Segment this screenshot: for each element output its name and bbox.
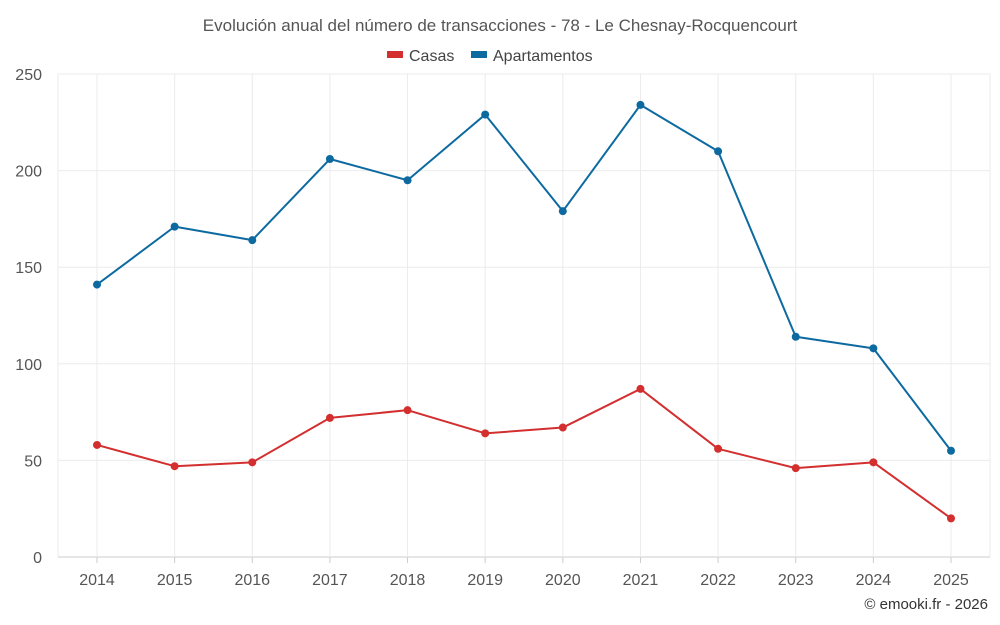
data-point-apartamentos[interactable] [170,222,179,231]
y-axis-ticks: 0 50 100 150 200 250 [15,67,42,567]
series-group [93,100,955,523]
y-tick-label: 50 [24,453,42,470]
data-point-casas[interactable] [325,413,334,422]
x-tick-label: 2019 [467,572,503,589]
x-gridlines [57,74,991,563]
data-point-casas[interactable] [947,514,955,523]
data-point-casas[interactable] [170,462,179,471]
data-point-apartamentos[interactable] [481,110,490,119]
x-tick-label: 2025 [933,572,969,589]
data-point-casas[interactable] [636,384,645,393]
data-point-casas[interactable] [248,458,257,467]
data-point-apartamentos[interactable] [248,236,257,245]
legend-swatch-casas [387,51,403,58]
y-tick-label: 0 [33,550,42,567]
y-gridlines [58,73,990,558]
x-tick-label: 2022 [700,572,736,589]
x-tick-label: 2015 [157,572,193,589]
series-line-casas [96,387,952,520]
legend-label-apartamentos: Apartamentos [493,48,593,65]
y-tick-label: 250 [15,67,42,84]
data-point-casas[interactable] [403,406,412,415]
data-point-apartamentos[interactable] [403,176,412,185]
series-line-apartamentos [96,103,952,452]
x-tick-label: 2024 [856,572,892,589]
data-point-casas[interactable] [481,429,490,438]
x-tick-label: 2021 [623,572,659,589]
legend-swatch-apartamentos [471,51,487,58]
data-point-apartamentos[interactable] [714,147,723,156]
data-point-casas[interactable] [93,440,101,449]
data-point-apartamentos[interactable] [636,100,645,109]
x-tick-label: 2016 [234,572,270,589]
data-point-casas[interactable] [869,458,878,467]
data-point-casas[interactable] [714,444,723,453]
x-tick-label: 2018 [390,572,426,589]
y-tick-label: 100 [15,357,42,374]
legend-label-casas: Casas [409,48,454,65]
x-tick-label: 2014 [79,572,115,589]
data-point-apartamentos[interactable] [869,344,878,353]
y-tick-label: 150 [15,260,42,277]
chart-title: Evolución anual del número de transaccio… [203,16,798,35]
data-point-apartamentos[interactable] [558,207,567,216]
data-point-apartamentos[interactable] [325,155,334,164]
legend-item-apartamentos[interactable]: Apartamentos [471,48,593,65]
data-point-apartamentos[interactable] [947,446,955,455]
x-axis-ticks: 2014 2015 2016 2017 2018 2019 2020 2021 2022 2023… [79,572,969,589]
x-tick-label: 2017 [312,572,348,589]
legend: Casas Apartamentos [387,48,593,65]
data-point-apartamentos[interactable] [791,332,800,341]
legend-item-casas[interactable]: Casas [387,48,454,65]
data-point-casas[interactable] [791,464,800,473]
x-tick-label: 2023 [778,572,814,589]
y-tick-label: 200 [15,164,42,181]
data-point-casas[interactable] [558,423,567,432]
x-tick-label: 2020 [545,572,581,589]
data-point-apartamentos[interactable] [93,280,101,289]
chart-credit: © emooki.fr - 2026 [864,596,988,613]
